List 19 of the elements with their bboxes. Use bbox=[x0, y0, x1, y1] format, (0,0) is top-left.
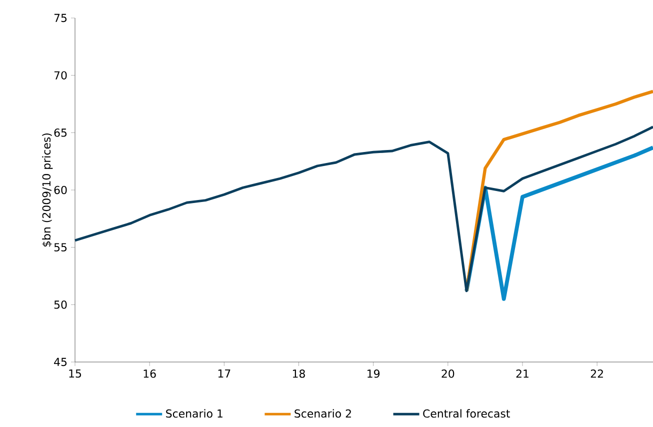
x-tick-label: 17 bbox=[218, 370, 230, 378]
y-tick-label: 60 bbox=[54, 186, 67, 194]
y-tick-label: 45 bbox=[54, 358, 67, 366]
y-tick-label: 55 bbox=[54, 243, 67, 252]
x-tick-label: 20 bbox=[442, 370, 454, 378]
y-tick-label: 70 bbox=[54, 71, 67, 80]
x-tick-label: 19 bbox=[368, 370, 380, 378]
legend-label: Central forecast bbox=[423, 409, 510, 418]
y-axis-title: $bn (2009/10 prices) bbox=[42, 134, 53, 247]
x-tick-label: 15 bbox=[69, 370, 82, 378]
x-tick-label: 22 bbox=[590, 370, 603, 378]
legend-label: Scenario 1 bbox=[166, 409, 222, 418]
y-tick-label: 50 bbox=[54, 300, 67, 309]
legend-label: Scenario 2 bbox=[294, 409, 351, 418]
x-tick-label: 18 bbox=[292, 370, 305, 378]
y-tick-label: 65 bbox=[54, 128, 67, 137]
y-tick-label: 75 bbox=[54, 14, 67, 22]
x-tick-label: 21 bbox=[516, 370, 528, 378]
x-tick-label: 16 bbox=[144, 370, 156, 378]
